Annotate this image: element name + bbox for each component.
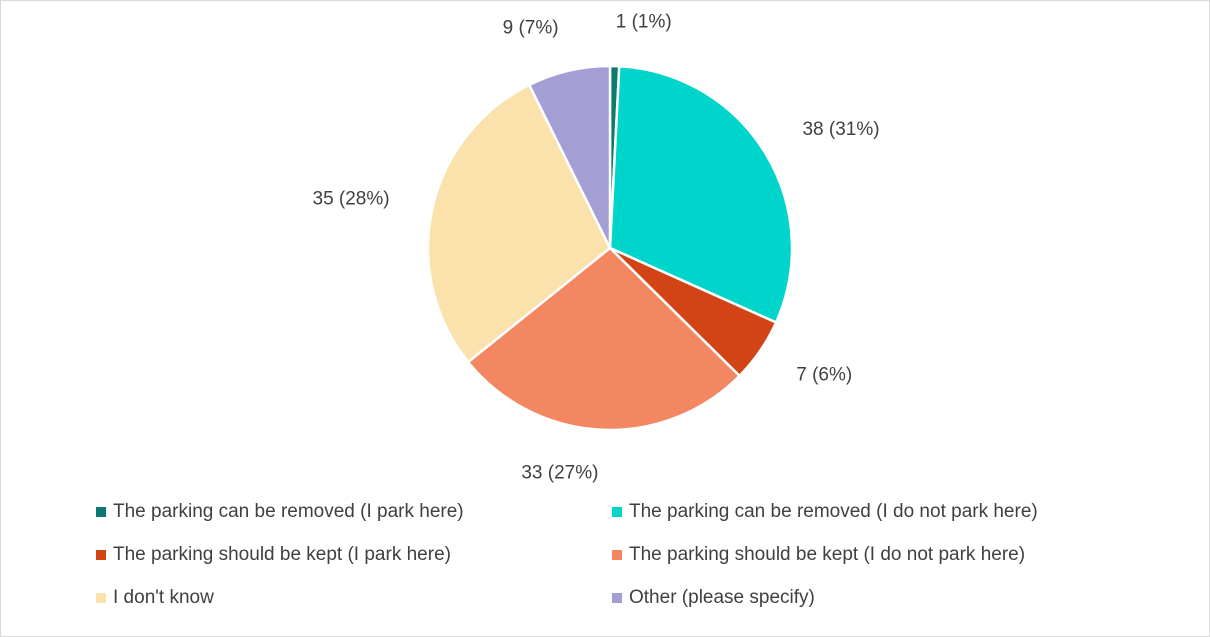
legend-label: The parking can be removed (I park here) bbox=[113, 501, 464, 522]
data-label: 33 (27%) bbox=[521, 462, 598, 483]
legend-label: Other (please specify) bbox=[629, 587, 815, 608]
legend-label: The parking should be kept (I do not par… bbox=[629, 544, 1025, 565]
legend-label: I don't know bbox=[113, 587, 214, 608]
data-label: 38 (31%) bbox=[802, 119, 879, 140]
legend-swatch bbox=[612, 550, 622, 560]
data-label: 9 (7%) bbox=[503, 17, 559, 38]
data-label: 1 (1%) bbox=[616, 11, 672, 32]
legend-swatch bbox=[96, 507, 106, 517]
pie-slice bbox=[466, 246, 742, 432]
legend-swatch bbox=[612, 593, 622, 603]
legend-label: The parking can be removed (I do not par… bbox=[629, 501, 1038, 522]
data-label: 7 (6%) bbox=[796, 364, 852, 385]
legend-label: The parking should be kept (I park here) bbox=[113, 544, 451, 565]
data-label: 35 (28%) bbox=[313, 188, 390, 209]
legend-swatch bbox=[96, 550, 106, 560]
legend-swatch bbox=[96, 593, 106, 603]
legend-swatch bbox=[612, 507, 622, 517]
pie-slice bbox=[527, 64, 612, 249]
pie-slice bbox=[608, 64, 794, 325]
pie-slice bbox=[426, 83, 612, 364]
